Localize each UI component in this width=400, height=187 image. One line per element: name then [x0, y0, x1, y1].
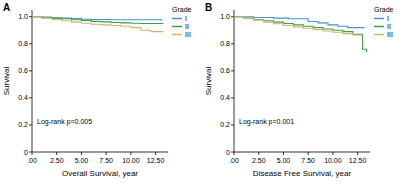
x-tick [308, 152, 309, 155]
legend-swatch [172, 34, 182, 36]
panel: A 0 0.2 0.4 0.6 0.8 1.0 .00 2.50 5.00 7.50 10.00 12.… [2, 2, 192, 178]
x-tick-label: .00 [229, 157, 239, 164]
y-tick-label: 0.8 [18, 40, 28, 47]
x-tick [332, 152, 333, 155]
y-tick-label: 0.4 [220, 94, 230, 101]
legend-swatch [172, 18, 182, 20]
legend-title: Grade [172, 6, 192, 13]
y-tick [29, 43, 32, 44]
x-tick [56, 152, 57, 155]
y-axis-line [234, 10, 235, 152]
x-tick [258, 152, 259, 155]
y-tick-label: 0.8 [220, 40, 230, 47]
y-tick [29, 16, 32, 17]
x-tick [106, 152, 107, 155]
y-tick [231, 43, 234, 44]
x-tick-label: 10.00 [324, 157, 342, 164]
x-tick-label: 7.50 [99, 157, 113, 164]
panel-label: B [205, 2, 212, 13]
legend-swatch [172, 26, 182, 28]
legend-label: III [185, 31, 191, 38]
legend-label: III [387, 31, 393, 38]
x-tick [155, 152, 156, 155]
x-tick-label: 12.50 [349, 157, 367, 164]
survival-curve [234, 17, 367, 52]
y-axis-label: Survival [204, 67, 213, 96]
y-tick [231, 70, 234, 71]
x-tick-label: 2.50 [50, 157, 64, 164]
y-tick [29, 70, 32, 71]
x-tick [130, 152, 131, 155]
y-axis-line [32, 10, 33, 152]
y-tick-label: 0.6 [220, 67, 230, 74]
x-tick-label: 2.50 [252, 157, 266, 164]
panel: B 0 0.2 0.4 0.6 0.8 1.0 .00 2.50 5.00 7.50 10.00 12.… [204, 2, 394, 178]
x-axis-line [234, 152, 370, 153]
x-tick-label: 10.00 [122, 157, 140, 164]
x-tick [283, 152, 284, 155]
y-axis-label: Survival [2, 67, 11, 96]
x-tick [357, 152, 358, 155]
y-tick-label: 0.4 [18, 94, 28, 101]
legend-label: II [185, 23, 189, 30]
x-tick [234, 152, 235, 155]
y-tick [29, 124, 32, 125]
legend-label: II [387, 23, 391, 30]
y-tick-label: 0.2 [220, 121, 230, 128]
legend-swatch [374, 34, 384, 36]
x-tick [32, 152, 33, 155]
y-tick [231, 16, 234, 17]
y-tick [29, 97, 32, 98]
y-tick [231, 124, 234, 125]
y-tick-label: 1.0 [18, 13, 28, 20]
y-tick-label: 0 [226, 149, 230, 156]
panel-label: A [3, 2, 10, 13]
x-axis-line [32, 152, 168, 153]
x-tick-label: 5.00 [277, 157, 291, 164]
x-tick [81, 152, 82, 155]
annotation: Log-rank p=0.005 [37, 118, 92, 126]
curves [234, 17, 367, 52]
legend-label: I [387, 15, 389, 22]
x-axis-label: Overall Survival, year [62, 169, 138, 178]
x-tick-label: 7.50 [301, 157, 315, 164]
legend-swatch [374, 18, 384, 20]
y-tick [231, 97, 234, 98]
survival-curve [32, 17, 164, 32]
x-tick-label: .00 [27, 157, 37, 164]
annotation: Log-rank p=0.001 [239, 118, 294, 126]
y-tick-label: 0 [24, 149, 28, 156]
curves [32, 17, 164, 32]
y-tick-label: 1.0 [220, 13, 230, 20]
y-tick [231, 152, 234, 153]
survival-curve [234, 17, 363, 35]
x-axis-label: Disease Free Survival, year [253, 169, 352, 178]
y-tick-label: 0.2 [18, 121, 28, 128]
y-tick [29, 152, 32, 153]
x-tick-label: 12.50 [147, 157, 165, 164]
x-tick-label: 5.00 [75, 157, 89, 164]
legend-label: I [185, 15, 187, 22]
legend-title: Grade [374, 6, 394, 13]
figure: A 0 0.2 0.4 0.6 0.8 1.0 .00 2.50 5.00 7.50 10.00 12.… [0, 0, 400, 187]
y-tick-label: 0.6 [18, 67, 28, 74]
legend-swatch [374, 26, 384, 28]
